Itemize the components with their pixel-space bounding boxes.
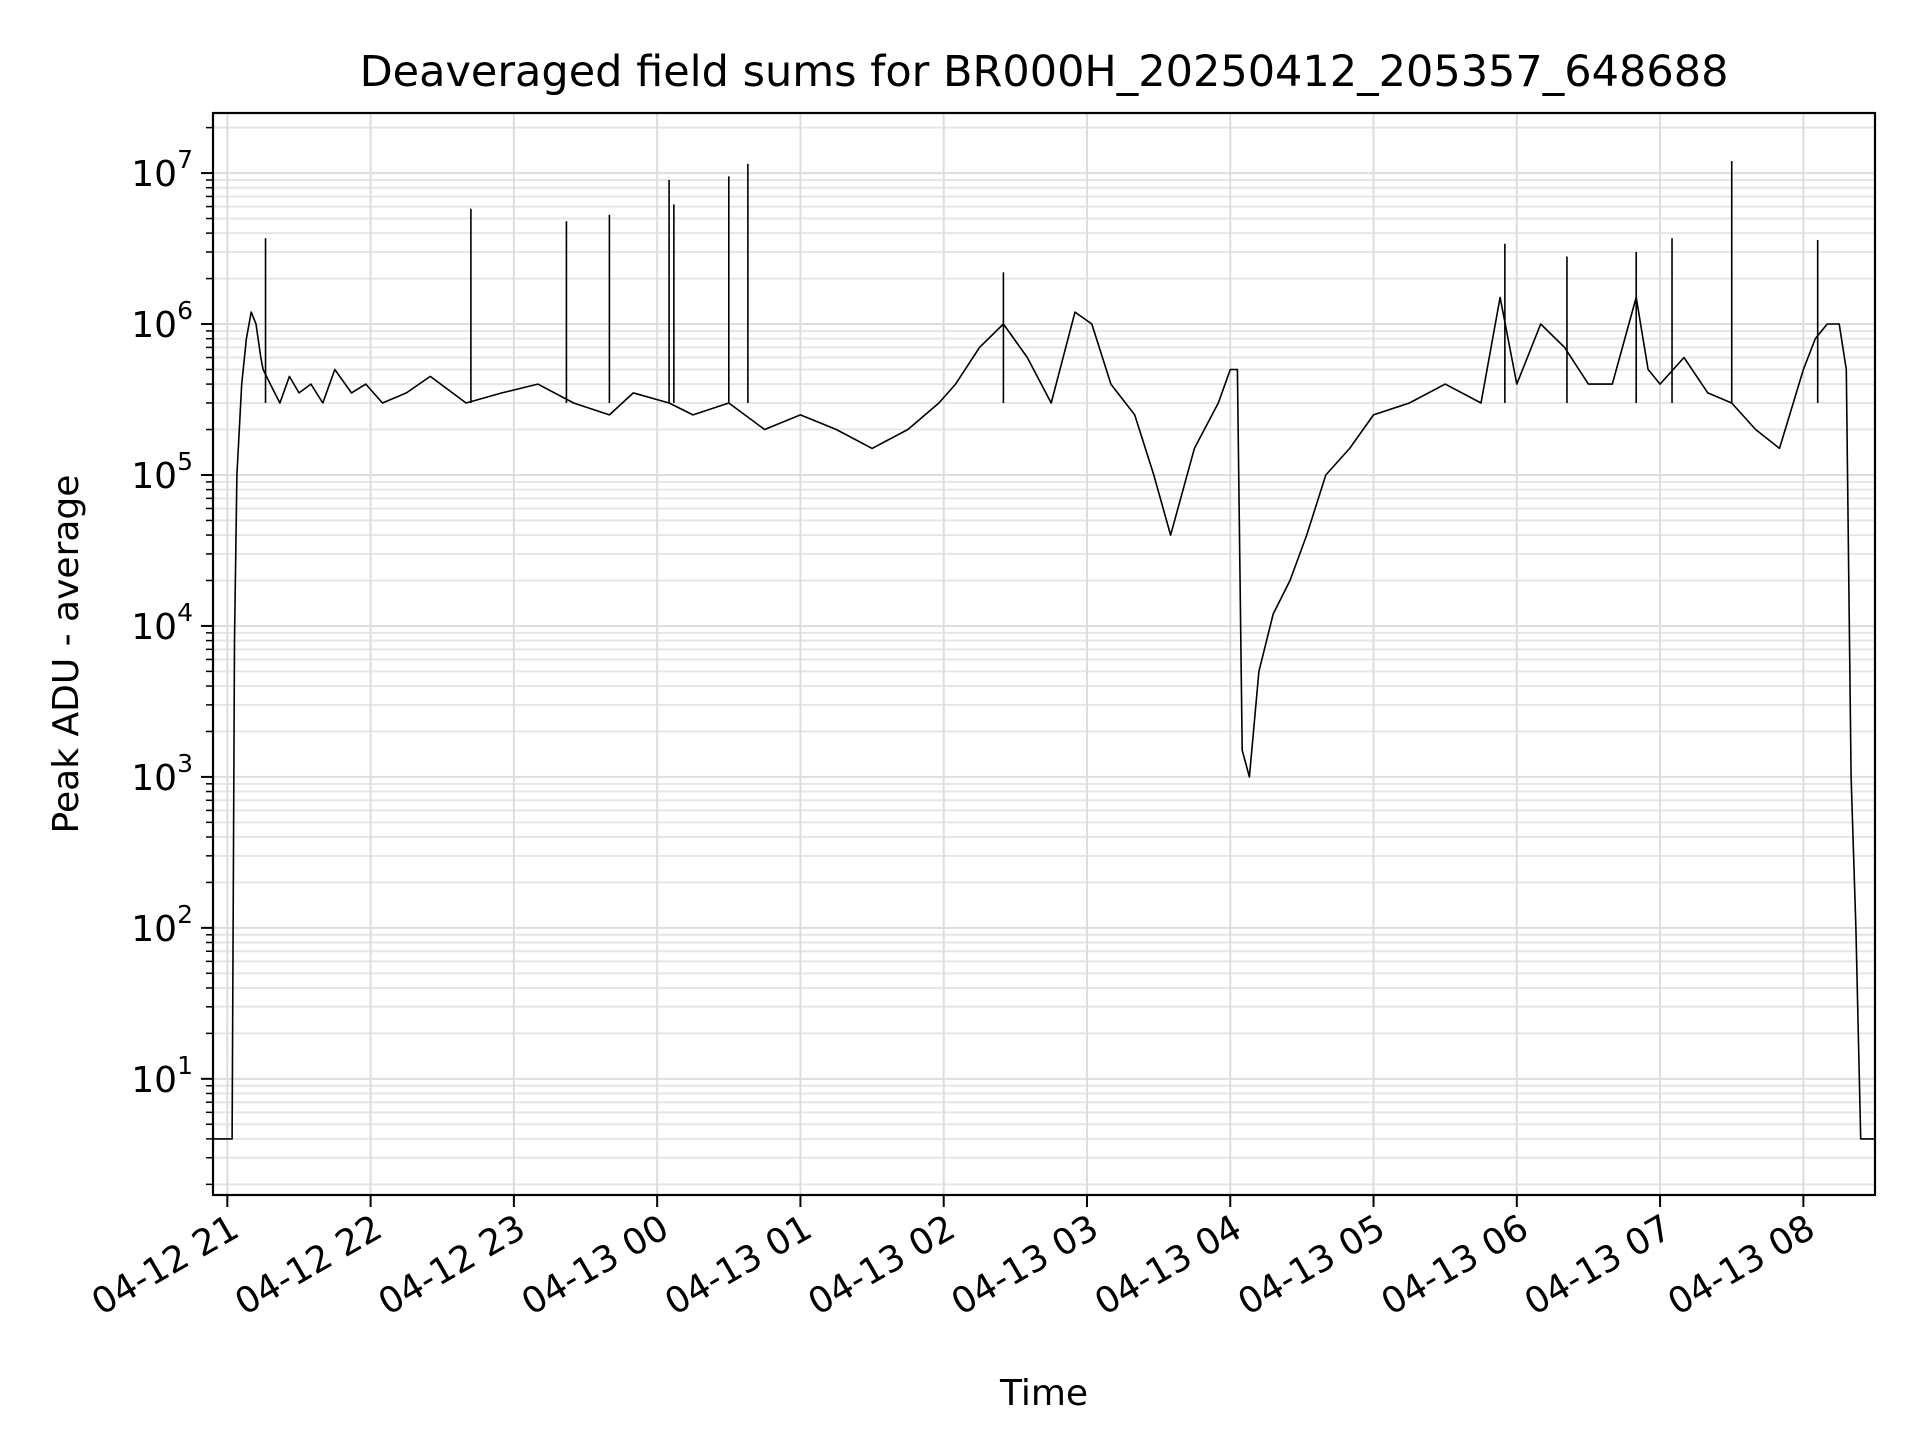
series-layer <box>213 161 1875 1140</box>
y-tick-label: 106 <box>131 296 193 346</box>
series-line <box>213 296 1875 1140</box>
plot-frame <box>211 111 1877 1197</box>
chart-title: Deaveraged field sums for BR000H_2025041… <box>360 47 1729 97</box>
y-tick-label: 101 <box>131 1051 193 1101</box>
grid <box>213 113 1875 1195</box>
y-axis-label: Peak ADU - average <box>46 475 87 834</box>
y-tick-label: 105 <box>131 447 193 497</box>
y-tick-label: 103 <box>131 749 193 799</box>
y-tick-label: 102 <box>131 900 193 950</box>
x-axis-label: Time <box>999 1373 1088 1414</box>
y-tick-label: 107 <box>131 145 193 195</box>
y-tick-label: 104 <box>131 598 193 648</box>
y-axis: 101 102 103 104 105 106 107 <box>131 126 213 1186</box>
